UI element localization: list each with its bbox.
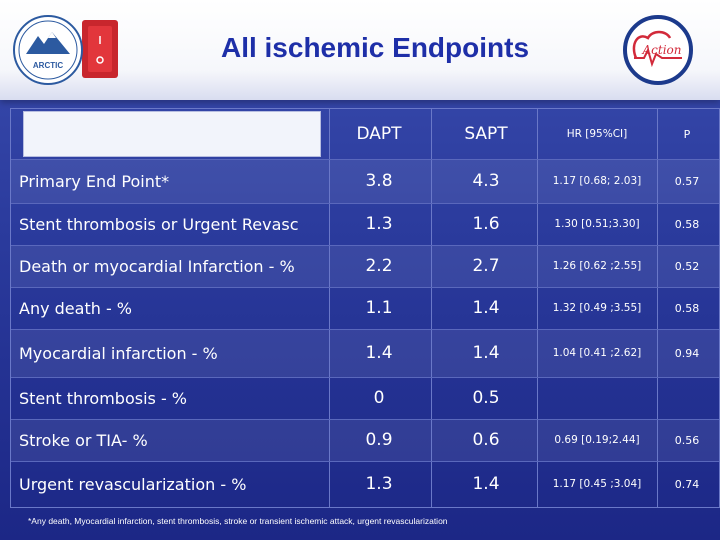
hr-value: 1.30 [0.51;3.30] [554,218,640,230]
row-divider [11,377,719,378]
row-label: Death or myocardial Infarction - % [19,256,295,276]
table-row: Any death - % 1.1 1.4 1.32 [0.49 ;3.55] … [11,287,719,329]
row-label: Any death - % [19,298,133,318]
hr-value [537,377,657,419]
hr-value: 0.69 [0.19;2.44] [554,434,640,446]
header-empty-cell [23,111,321,157]
sapt-value: 4.3 [472,171,500,191]
sapt-value: 1.4 [472,343,500,363]
hr-value: 1.17 [0.45 ;3.04] [552,478,642,490]
col-hr-header: HR [95%CI] [566,128,628,140]
col-dapt-header: DAPT [356,124,402,144]
p-value: 0.58 [674,301,700,315]
table-row: Urgent revascularization - % 1.3 1.4 1.1… [11,461,719,507]
dapt-value: 1.3 [365,474,393,494]
action-logo: Action [623,15,693,85]
row-label: Stroke or TIA- % [19,430,148,450]
col-p-header: P [683,127,691,141]
page-title: All ischemic Endpoints [220,32,530,63]
hr-value: 1.26 [0.62 ;2.55] [552,260,642,272]
svg-text:Action: Action [642,43,682,57]
sapt-value: 1.4 [472,474,500,494]
table-row: Stroke or TIA- % 0.9 0.6 0.69 [0.19;2.44… [11,419,719,461]
sapt-value: 0.5 [472,388,500,408]
footnote: *Any death, Myocardial infarction, stent… [28,516,448,526]
column-divider [329,109,330,507]
table-row: Primary End Point* 3.8 4.3 1.17 [0.68; 2… [11,159,719,203]
dapt-value: 1.1 [365,298,393,318]
column-divider [657,109,658,507]
table-row: Death or myocardial Infarction - % 2.2 2… [11,245,719,287]
row-divider [11,203,719,204]
table-row: Myocardial infarction - % 1.4 1.4 1.04 [… [11,329,719,377]
p-value: 0.58 [674,217,700,231]
p-value: 0.56 [674,433,700,447]
column-divider [431,109,432,507]
row-divider [11,329,719,330]
p-value: 0.57 [674,174,700,188]
dapt-value: 0.9 [365,430,393,450]
row-divider [11,245,719,246]
sapt-value: 0.6 [472,430,500,450]
row-label: Myocardial infarction - % [19,343,218,363]
hr-value: 1.04 [0.41 ;2.62] [552,347,642,359]
header-band: ARCTIC All ischemic Endpoints Action [0,0,720,100]
arctic-logo: ARCTIC [13,15,118,85]
row-divider [11,287,719,288]
row-label: Primary End Point* [19,171,170,191]
hr-value: 1.32 [0.49 ;3.55] [552,302,642,314]
row-label: Stent thrombosis or Urgent Revasc [19,214,299,234]
p-value [659,377,715,419]
row-divider [11,419,719,420]
row-label: Urgent revascularization - % [19,474,247,494]
p-value: 0.94 [674,346,700,360]
sapt-value: 2.7 [472,256,500,276]
dapt-value: 3.8 [365,171,393,191]
dapt-value: 2.2 [365,256,393,276]
svg-text:ARCTIC: ARCTIC [33,61,63,70]
table-row: Stent thrombosis - % 0 0.5 [11,377,719,419]
hr-value: 1.17 [0.68; 2.03] [552,175,642,187]
sapt-value: 1.6 [472,214,500,234]
p-value: 0.52 [674,259,700,273]
table-row: Stent thrombosis or Urgent Revasc 1.3 1.… [11,203,719,245]
p-value: 0.74 [674,477,700,491]
table-header-row: DAPT SAPT HR [95%CI] P [11,109,719,159]
dapt-value: 1.3 [365,214,393,234]
row-label: Stent thrombosis - % [19,388,187,408]
endpoints-table: DAPT SAPT HR [95%CI] P Primary End Point… [10,108,720,508]
dapt-value: 1.4 [365,343,393,363]
row-divider [11,461,719,462]
column-divider [537,109,538,507]
sapt-value: 1.4 [472,298,500,318]
dapt-value: 0 [373,388,385,408]
col-sapt-header: SAPT [464,124,508,144]
row-divider [11,159,719,160]
